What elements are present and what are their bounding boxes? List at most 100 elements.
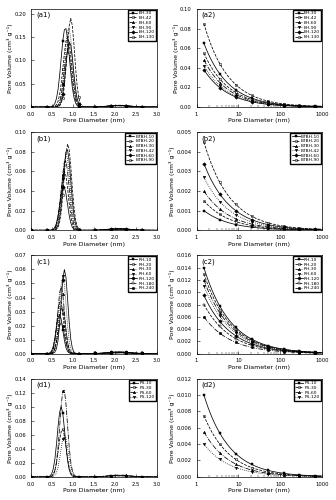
PS-120 [202,441,206,447]
BH-60 [319,104,323,110]
Text: (d1): (d1) [36,382,50,388]
BH-42 [202,50,206,56]
RH-30 [155,350,159,356]
Text: (b2): (b2) [202,135,216,141]
RH-30 [222,316,226,322]
RH-240 [242,342,246,348]
RH-180 [236,336,240,342]
BH-60 [142,104,146,110]
RH-30 [142,350,146,356]
Line: BH-130: BH-130 [30,17,158,108]
RH-30 [202,277,206,283]
PS-120 [232,464,236,470]
BTBH-42 [86,228,90,234]
Line: BTBH-60: BTBH-60 [30,148,158,232]
RH-10 [202,264,206,270]
RH-120 [107,350,111,356]
Legend: BTBH-10, BTBH-20, BTBH-30, BTBH-42, BTBH-60, BTBH-90: BTBH-10, BTBH-20, BTBH-30, BTBH-42, BTBH… [125,133,156,164]
PS-30 [236,458,240,464]
BTBH-20 [236,220,240,226]
BH-30 [155,104,159,110]
BTBH-90 [242,208,246,214]
BTBH-20 [142,227,146,233]
Line: BTBH-42: BTBH-42 [203,176,323,231]
BH-30 [222,76,226,82]
PS-10 [232,448,236,454]
PS-10 [117,472,121,478]
RH-180 [276,348,280,354]
BH-130 [222,68,226,73]
RH-20 [107,350,111,356]
RH-20 [106,350,110,356]
BH-60 [112,103,116,109]
RH-120 [236,334,240,340]
BH-42 [276,102,280,107]
BTBH-42 [319,226,323,232]
PS-60 [106,473,110,479]
BH-42 [242,94,246,100]
BH-60 [236,92,240,98]
BTBH-20 [155,228,159,234]
BTBH-90 [106,226,110,232]
BTBH-90 [112,226,116,232]
BH-30 [240,90,244,96]
BH-130 [202,20,206,26]
RH-30 [319,350,323,356]
Line: RH-60: RH-60 [203,285,323,354]
BH-130 [142,104,146,110]
Line: BH-60: BH-60 [30,50,158,108]
BTBH-30 [107,226,111,232]
BTBH-30 [64,158,68,164]
BH-30 [112,102,116,108]
BH-42 [236,90,240,96]
RH-240 [59,320,63,326]
BTBH-60 [232,206,236,212]
PS-30 [202,412,206,418]
PS-60 [62,387,67,393]
RH-10 [236,326,240,332]
BTBH-90 [117,226,121,232]
RH-60 [236,332,240,338]
BTBH-20 [106,226,110,232]
RH-60 [29,350,33,356]
BH-130 [240,86,244,92]
BTBH-60 [112,226,116,232]
BH-130 [236,84,240,89]
BH-130 [242,88,246,94]
RH-240 [222,333,226,339]
BTBH-42 [112,226,116,232]
BTBH-90 [202,139,206,145]
BTBH-42 [222,202,226,208]
BTBH-60 [222,196,226,202]
BTBH-20 [232,218,236,224]
Text: (a1): (a1) [36,12,50,18]
BTBH-10 [86,228,90,234]
RH-20 [222,312,226,318]
Y-axis label: Pore Volume (cm³ g⁻¹): Pore Volume (cm³ g⁻¹) [169,393,175,462]
BTBH-30 [236,216,240,222]
RH-240 [107,350,111,356]
RH-20 [202,271,206,277]
BH-90 [142,104,146,110]
RH-30 [107,350,111,356]
RH-180 [232,334,236,340]
PS-30 [155,474,159,480]
RH-20 [242,332,246,338]
BH-130 [29,104,33,110]
Legend: BTBH-10, BTBH-20, BTBH-30, BTBH-42, BTBH-60, BTBH-90: BTBH-10, BTBH-20, BTBH-30, BTBH-42, BTBH… [290,133,322,164]
BTBH-60 [236,209,240,215]
PS-120 [86,474,90,480]
BTBH-30 [232,215,236,221]
RH-20 [240,331,244,337]
RH-10 [222,310,226,316]
Line: BH-130: BH-130 [203,22,323,107]
BTBH-20 [202,198,206,204]
RH-20 [319,350,323,356]
Line: BH-120: BH-120 [203,68,323,108]
Line: BH-30: BH-30 [30,28,158,108]
RH-240 [155,350,159,356]
RH-180 [240,338,244,344]
BTBH-90 [240,206,244,212]
BH-30 [107,103,111,109]
BTBH-60 [86,228,90,234]
